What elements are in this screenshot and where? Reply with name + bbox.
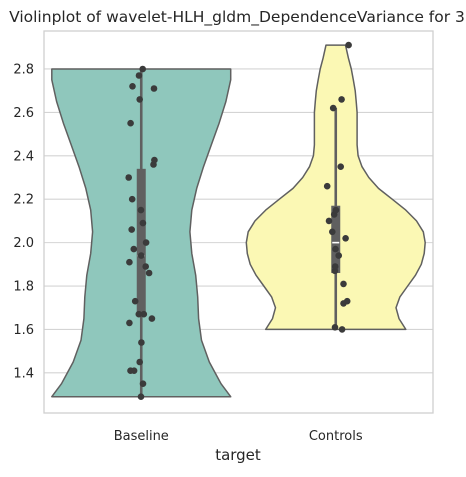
data-point — [135, 310, 143, 318]
data-point — [150, 85, 158, 92]
plot-frame — [43, 30, 434, 414]
y-tick-label: 1.8 — [13, 280, 34, 295]
data-point — [129, 83, 136, 90]
data-point — [345, 41, 352, 49]
data-point — [338, 326, 346, 333]
data-point — [331, 263, 339, 270]
data-point — [331, 324, 339, 331]
data-point — [130, 367, 138, 375]
data-point — [325, 217, 333, 225]
chart-title: Violinplot of wavelet-HLH_gldm_Dependenc… — [9, 8, 465, 27]
data-point — [130, 245, 138, 253]
data-point — [127, 119, 134, 127]
x-tick-labels: Baseline Controls — [114, 429, 363, 444]
data-points — [125, 41, 352, 401]
data-point — [131, 297, 139, 305]
data-point — [128, 226, 135, 233]
data-point — [142, 263, 149, 270]
y-tick-label: 2.0 — [13, 236, 34, 251]
data-point — [138, 339, 145, 346]
data-point — [136, 96, 143, 103]
data-point — [340, 280, 347, 288]
data-point — [338, 96, 345, 103]
y-tick-label: 2.6 — [13, 106, 34, 121]
data-point — [140, 310, 148, 318]
data-point — [335, 252, 343, 259]
data-point — [137, 252, 145, 259]
iqr-box-controls — [331, 205, 341, 274]
data-point — [126, 258, 133, 266]
data-point — [329, 104, 337, 112]
data-point — [139, 219, 147, 227]
data-point — [135, 72, 143, 79]
data-point — [329, 228, 336, 236]
data-point — [151, 156, 158, 164]
x-axis-label: target — [215, 446, 261, 464]
data-point — [332, 245, 339, 253]
data-point — [126, 319, 133, 327]
data-point — [332, 206, 340, 214]
data-point — [142, 239, 150, 246]
data-point — [137, 206, 145, 214]
y-tick-label: 2.2 — [13, 193, 34, 208]
y-tick-label: 1.6 — [13, 323, 34, 338]
y-tick-label: 2.4 — [13, 149, 34, 164]
data-point — [323, 182, 331, 190]
data-point — [145, 269, 153, 277]
y-tick-label: 1.4 — [13, 366, 34, 381]
data-point — [342, 235, 349, 242]
x-tick-label: Baseline — [114, 429, 169, 444]
y-tick-labels: 1.4 1.6 1.8 2.0 2.2 2.4 2.6 2.8 — [13, 62, 34, 381]
iqr-box-baseline — [136, 168, 146, 317]
data-point — [137, 393, 145, 401]
data-point — [136, 358, 143, 366]
x-tick-label: Controls — [309, 429, 363, 444]
data-point — [337, 163, 345, 170]
data-point — [139, 380, 147, 388]
data-point — [148, 315, 156, 322]
y-tick-label: 2.8 — [13, 62, 34, 77]
data-point — [128, 195, 136, 203]
data-point — [139, 65, 146, 73]
data-point — [343, 297, 351, 305]
data-point — [125, 174, 132, 181]
violins — [51, 44, 426, 398]
